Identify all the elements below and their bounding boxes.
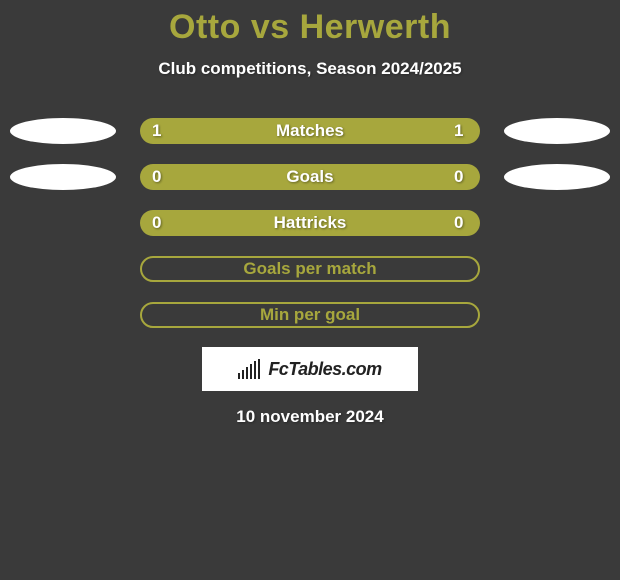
player-left-ellipse (10, 118, 116, 144)
stat-pill-matches: 1 Matches 1 (140, 118, 480, 144)
stats-section: 1 Matches 1 0 Goals 0 0 Hattricks 0 Goal… (0, 117, 620, 329)
stat-right-value: 1 (454, 121, 468, 141)
stat-pill-min-per-goal: Min per goal (140, 302, 480, 328)
stat-row: 0 Hattricks 0 (0, 209, 620, 237)
page-title: Otto vs Herwerth (0, 0, 620, 47)
stat-row: Goals per match (0, 255, 620, 283)
player-right-ellipse (504, 164, 610, 190)
stat-pill-goals: 0 Goals 0 (140, 164, 480, 190)
player-right-ellipse (504, 118, 610, 144)
player-left-ellipse (10, 164, 116, 190)
stat-pill-hattricks: 0 Hattricks 0 (140, 210, 480, 236)
stat-left-value: 1 (152, 121, 166, 141)
fctables-logo: FcTables.com (238, 359, 381, 380)
stat-label: Min per goal (142, 305, 478, 325)
stat-left-value: 0 (152, 213, 166, 233)
logo-box: FcTables.com (202, 347, 418, 391)
stat-pill-goals-per-match: Goals per match (140, 256, 480, 282)
stat-label: Goals (140, 167, 480, 187)
stat-label: Matches (140, 121, 480, 141)
bars-icon (238, 359, 262, 379)
stat-right-value: 0 (454, 213, 468, 233)
logo-text: FcTables.com (268, 359, 381, 380)
date-label: 10 november 2024 (0, 407, 620, 427)
stat-left-value: 0 (152, 167, 166, 187)
stat-row: 0 Goals 0 (0, 163, 620, 191)
stat-row: 1 Matches 1 (0, 117, 620, 145)
stat-label: Goals per match (142, 259, 478, 279)
stat-label: Hattricks (140, 213, 480, 233)
stat-right-value: 0 (454, 167, 468, 187)
stat-row: Min per goal (0, 301, 620, 329)
page-subtitle: Club competitions, Season 2024/2025 (0, 59, 620, 79)
